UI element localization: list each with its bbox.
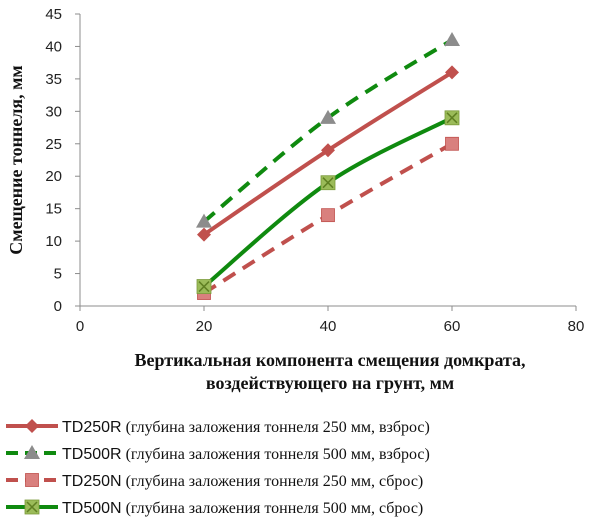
- series-line: [202, 38, 454, 224]
- y-tick-label: 0: [54, 298, 62, 315]
- y-tick-label: 25: [45, 136, 62, 153]
- legend-label: TD250R (глубина заложения тоннеля 250 мм…: [62, 419, 430, 436]
- legend-item: TD250R (глубина заложения тоннеля 250 мм…: [6, 419, 430, 436]
- marker-cross: [446, 112, 458, 124]
- marker-cross: [26, 501, 38, 513]
- y-tick-label: 15: [45, 201, 62, 218]
- x-tick-label: 40: [320, 318, 337, 335]
- legend-marker: [25, 419, 39, 433]
- marker-cross: [322, 177, 334, 189]
- data-point: [321, 208, 335, 223]
- legend-marker: [25, 473, 39, 487]
- y-tick-label: 10: [45, 233, 62, 250]
- data-point: [445, 65, 459, 80]
- y-tick-label: 5: [54, 266, 62, 283]
- series-td500n: [196, 110, 460, 294]
- data-point: [320, 175, 336, 191]
- y-tick-label: 40: [45, 38, 62, 55]
- data-point: [444, 110, 460, 126]
- x-tick-label: 80: [568, 318, 585, 335]
- series-td250n: [197, 136, 459, 300]
- data-point: [197, 227, 211, 242]
- y-tick-label: 30: [45, 103, 62, 120]
- plot-axes: [79, 14, 576, 307]
- x-tick-label: 60: [444, 318, 461, 335]
- plot-series: [196, 31, 460, 300]
- y-tick-label: 35: [45, 71, 62, 88]
- y-tick-label: 45: [45, 6, 62, 23]
- legend-item: TD250N (глубина заложения тоннеля 250 мм…: [6, 473, 423, 490]
- data-point: [196, 213, 212, 228]
- tick-labels: 0 5 10 15 20 25 30 35 40 45 0 20 40 60 80: [45, 6, 584, 335]
- data-point: [445, 136, 459, 151]
- series-line: [202, 116, 453, 289]
- x-tick-label: 0: [76, 318, 84, 335]
- x-axis-title-line2: воздействующего на грунт, мм: [206, 373, 454, 393]
- legend-marker: [24, 445, 40, 459]
- y-tick-label: 20: [45, 168, 62, 185]
- data-point: [320, 109, 336, 124]
- data-point: [196, 279, 212, 294]
- legend-marker: [24, 499, 40, 515]
- data-point: [321, 143, 335, 158]
- legend-label: TD500R (глубина заложения тоннеля 500 мм…: [62, 446, 430, 463]
- legend-item: TD500N (глубина заложения тоннеля 500 мм…: [6, 499, 423, 517]
- legend-label: TD250N (глубина заложения тоннеля 250 мм…: [62, 473, 423, 490]
- legend-label: TD500N (глубина заложения тоннеля 500 мм…: [62, 500, 423, 517]
- legend: TD250R (глубина заложения тоннеля 250 мм…: [6, 419, 430, 517]
- x-tick-label: 20: [196, 318, 213, 335]
- series-td500r: [196, 31, 460, 228]
- x-axis-title-line1: Вертикальная компонента смещения домкрат…: [134, 350, 525, 370]
- y-axis-title: Смещение тоннеля, мм: [6, 65, 26, 254]
- data-point: [444, 31, 460, 46]
- series-td250r: [197, 65, 459, 242]
- marker-cross: [198, 281, 210, 293]
- legend-item: TD500R (глубина заложения тоннеля 500 мм…: [6, 445, 430, 463]
